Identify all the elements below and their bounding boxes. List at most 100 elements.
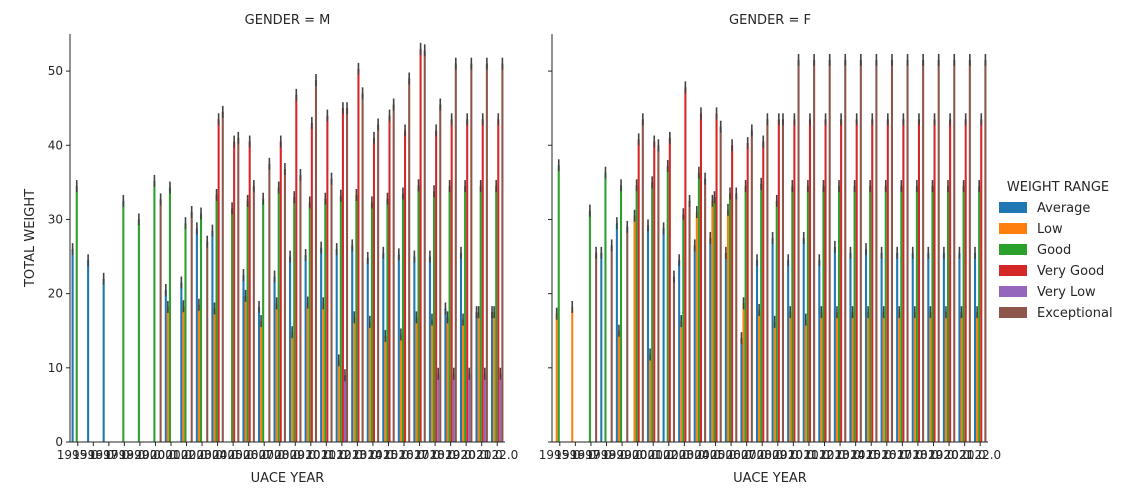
x-tick-label: 2001.0: [150, 448, 192, 462]
bar: [357, 68, 360, 443]
x-tick-label: 2007.0: [243, 448, 285, 462]
bar: [382, 252, 385, 442]
bar: [501, 63, 504, 442]
bar: [651, 182, 654, 442]
bar: [466, 119, 469, 443]
bar: [719, 126, 722, 443]
x-tick-label: 2016.0: [383, 448, 425, 462]
bar: [361, 93, 364, 442]
bar: [657, 145, 660, 443]
bar: [789, 312, 792, 442]
bar: [408, 78, 411, 442]
x-tick-label: 2001.0: [632, 448, 674, 462]
bar: [417, 185, 420, 442]
x-tick-label: 2020.0: [445, 448, 487, 462]
bar: [273, 276, 276, 442]
bar: [835, 312, 838, 442]
bar: [913, 312, 916, 442]
bar: [911, 252, 914, 442]
bar: [806, 186, 809, 442]
bar: [820, 312, 823, 442]
bar: [898, 312, 901, 442]
bar: [71, 249, 74, 442]
bar: [435, 130, 438, 442]
bar: [922, 59, 925, 443]
bar: [221, 111, 224, 443]
legend-swatch: [999, 265, 1027, 276]
bar: [793, 119, 796, 443]
bar: [802, 238, 805, 442]
x-tick-label: 2020.0: [928, 448, 970, 462]
bar: [837, 186, 841, 442]
legend-label: Exceptional: [1037, 306, 1113, 321]
y-tick-label: 10: [48, 361, 63, 375]
bar: [704, 178, 707, 442]
bar: [423, 50, 426, 442]
bar: [693, 245, 696, 442]
bar: [341, 108, 344, 442]
bar: [880, 252, 883, 442]
bar: [662, 228, 665, 442]
bar: [153, 180, 156, 442]
bar: [479, 186, 482, 442]
bar: [452, 373, 455, 442]
bar: [446, 317, 449, 442]
bar: [353, 317, 356, 442]
x-tick-label: 1996.0: [72, 448, 114, 462]
x-tick-label: 2015.0: [367, 448, 409, 462]
x-tick-label: 2022.0: [476, 448, 518, 462]
bar: [483, 373, 486, 442]
x-tick-label: 2012.0: [321, 448, 363, 462]
bar: [917, 119, 921, 443]
bar: [635, 185, 638, 442]
bar: [822, 186, 825, 442]
bar: [653, 141, 656, 442]
bar: [339, 195, 342, 442]
x-tick-label: 1997.0: [570, 448, 612, 462]
bar: [849, 252, 852, 442]
bar: [217, 119, 220, 443]
x-tick-label: 2019.0: [430, 448, 472, 462]
bar: [491, 312, 494, 442]
x-tick-label: 2002.0: [166, 448, 208, 462]
bar: [682, 214, 685, 442]
bar: [946, 186, 950, 442]
bar: [929, 312, 932, 442]
x-tick-label: 2004.0: [679, 448, 721, 462]
bar: [746, 143, 749, 442]
bar: [610, 245, 613, 442]
bar: [199, 213, 203, 442]
bar: [322, 303, 325, 442]
bar: [439, 104, 442, 443]
x-tick-label: 1995.0: [57, 448, 99, 462]
legend-title: WEIGHT RANGE: [1007, 180, 1109, 195]
bar: [275, 303, 278, 442]
bar: [976, 312, 979, 442]
bar: [699, 113, 703, 442]
y-tick-label: 40: [48, 138, 63, 152]
bar: [102, 278, 105, 442]
x-tick-label: 2010.0: [772, 448, 814, 462]
bar: [697, 172, 700, 442]
bar: [277, 187, 280, 442]
bar: [766, 119, 769, 443]
bar: [871, 119, 874, 443]
bar: [206, 241, 209, 442]
bar: [949, 119, 952, 443]
bar: [678, 260, 681, 442]
bar: [401, 193, 405, 442]
bar: [326, 115, 329, 442]
legend-label: Very Good: [1037, 264, 1104, 279]
bar: [337, 360, 340, 442]
bar: [310, 123, 313, 442]
bar: [762, 141, 765, 442]
bar: [884, 186, 887, 442]
bar: [377, 124, 380, 442]
bar: [709, 238, 712, 442]
x-tick-label: 2005.0: [695, 448, 737, 462]
x-axis-label: UACE YEAR: [251, 471, 325, 486]
bar: [370, 202, 373, 442]
bar: [437, 373, 440, 442]
bar: [777, 119, 780, 443]
bar: [262, 198, 265, 442]
